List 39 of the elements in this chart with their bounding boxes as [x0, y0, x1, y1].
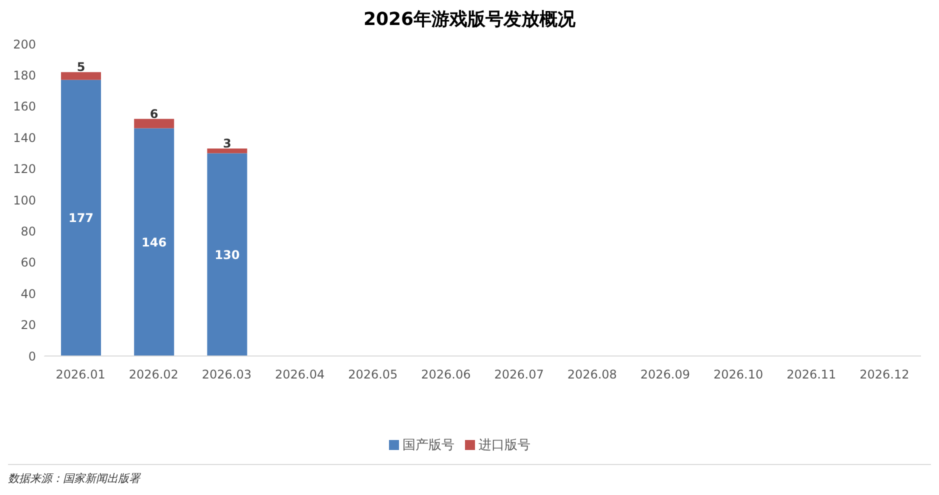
y-tick-label: 100 — [13, 193, 36, 208]
bar — [134, 128, 174, 356]
bar — [207, 148, 248, 154]
x-tick-label: 2026.06 — [421, 368, 471, 382]
legend-label: 国产版号 — [402, 438, 454, 453]
x-tick-label: 2026.10 — [713, 368, 764, 382]
bar — [61, 80, 101, 356]
y-tick-label: 0 — [28, 349, 36, 364]
y-tick-label: 20 — [20, 318, 36, 332]
y-tick-label: 200 — [13, 37, 36, 52]
y-tick-label: 120 — [13, 162, 36, 176]
x-tick-label: 2026.09 — [640, 368, 690, 382]
x-tick-label: 2026.01 — [56, 368, 106, 382]
bar — [134, 118, 174, 128]
bar — [207, 153, 248, 356]
y-tick-label: 180 — [13, 68, 36, 82]
data-label: 6 — [150, 106, 158, 121]
chart-title: 2026年游戏版号发放概况 — [362, 8, 577, 32]
data-label: 5 — [76, 60, 86, 74]
legend-label: 进口版号 — [478, 438, 530, 453]
y-tick-label: 60 — [20, 256, 36, 270]
bar — [61, 72, 101, 80]
x-tick-label: 2026.08 — [567, 368, 617, 382]
source-note: 数据来源：国家新闻出版署 — [8, 471, 142, 486]
y-tick-label: 80 — [20, 224, 36, 238]
x-tick-label: 2026.05 — [348, 368, 398, 382]
x-tick-label: 2026.07 — [494, 368, 544, 382]
y-tick-label: 160 — [13, 100, 36, 114]
x-tick-label: 2026.04 — [274, 368, 325, 382]
data-label: 177 — [68, 211, 94, 226]
y-tick-label: 40 — [20, 286, 36, 301]
data-label: 130 — [214, 248, 240, 262]
x-tick-label: 2026.12 — [860, 368, 910, 382]
y-tick-label: 140 — [13, 130, 36, 145]
data-label: 3 — [222, 136, 232, 151]
x-tick-label: 2026.02 — [128, 368, 178, 382]
x-tick-label: 2026.11 — [786, 368, 836, 382]
data-label: 146 — [142, 235, 167, 250]
x-tick-label: 2026.03 — [202, 368, 252, 382]
